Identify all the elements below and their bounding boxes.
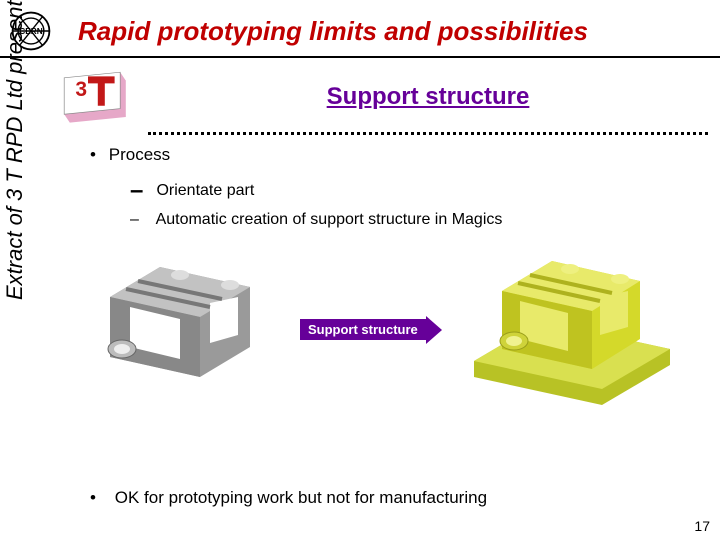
- badge-3: 3: [75, 78, 87, 101]
- arrow-label: Support structure: [300, 319, 426, 340]
- dash-icon: –: [130, 211, 152, 229]
- sub1-text: Orientate part: [156, 182, 254, 199]
- process-heading: • Process: [90, 145, 708, 165]
- process-sub2: – Automatic creation of support structur…: [130, 211, 708, 229]
- content: 3 Support structure • Process – Orientat…: [60, 62, 708, 422]
- gray-part-icon: [80, 247, 280, 412]
- process-sub1: – Orientate part: [130, 177, 708, 205]
- header: CERN Rapid prototyping limits and possib…: [0, 0, 720, 58]
- footnote-text: OK for prototyping work but not for manu…: [115, 488, 487, 507]
- process-label: Process: [109, 145, 170, 164]
- subtitle: Support structure: [148, 83, 708, 111]
- support-structure-arrow: Support structure: [300, 316, 442, 344]
- page-title: Rapid prototyping limits and possibiliti…: [78, 16, 588, 47]
- figure-row: Support structure: [80, 237, 708, 422]
- page-number: 17: [694, 518, 710, 534]
- bullet-icon: •: [90, 145, 104, 165]
- bullet-icon: •: [90, 488, 110, 508]
- side-label: Extract of 3 T RPD Ltd presentation: [2, 0, 28, 300]
- sub2-text: Automatic creation of support structure …: [156, 211, 503, 228]
- footnote: • OK for prototyping work but not for ma…: [90, 488, 487, 508]
- dotted-divider: [148, 132, 708, 135]
- top-row: 3 Support structure: [60, 68, 708, 126]
- yellow-part-icon: [462, 237, 682, 422]
- 3t-badge-icon: 3: [60, 68, 130, 126]
- arrow-head-icon: [426, 316, 442, 344]
- dash-icon: –: [130, 177, 152, 205]
